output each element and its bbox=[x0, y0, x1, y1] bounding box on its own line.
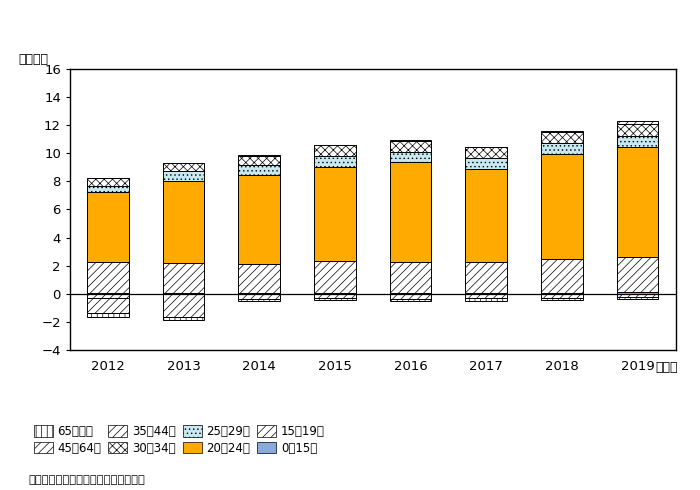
Bar bbox=[541, 260, 583, 293]
Bar bbox=[390, 152, 431, 162]
Bar bbox=[617, 257, 659, 292]
Bar bbox=[162, 181, 204, 263]
Bar bbox=[617, 123, 659, 136]
Bar bbox=[390, 293, 431, 294]
Bar bbox=[87, 314, 129, 318]
Bar bbox=[162, 317, 204, 320]
Bar bbox=[466, 147, 507, 158]
Bar bbox=[87, 294, 129, 298]
Bar bbox=[87, 178, 129, 186]
Bar bbox=[239, 155, 280, 156]
Bar bbox=[390, 162, 431, 262]
Bar bbox=[466, 158, 507, 169]
Text: （年）: （年） bbox=[655, 361, 678, 374]
Bar bbox=[87, 262, 129, 293]
Bar bbox=[162, 163, 204, 171]
Bar bbox=[617, 147, 659, 257]
Bar bbox=[466, 293, 507, 294]
Bar bbox=[239, 156, 280, 165]
Bar bbox=[466, 298, 507, 301]
Bar bbox=[87, 186, 129, 192]
Bar bbox=[314, 294, 356, 297]
Bar bbox=[541, 143, 583, 154]
Bar bbox=[617, 122, 659, 123]
Bar bbox=[466, 262, 507, 293]
Bar bbox=[314, 261, 356, 293]
Bar bbox=[162, 294, 204, 317]
Bar bbox=[390, 294, 431, 299]
Text: （万人）: （万人） bbox=[18, 53, 48, 66]
Bar bbox=[541, 294, 583, 297]
Bar bbox=[239, 294, 280, 299]
Bar bbox=[239, 165, 280, 175]
Bar bbox=[541, 154, 583, 260]
Bar bbox=[541, 293, 583, 294]
Bar bbox=[541, 131, 583, 132]
Bar bbox=[617, 294, 659, 297]
Bar bbox=[87, 298, 129, 314]
Bar bbox=[87, 192, 129, 262]
Text: 年齢階級別東京圏への転入超過数: 年齢階級別東京圏への転入超過数 bbox=[13, 24, 174, 42]
Bar bbox=[390, 141, 431, 152]
Bar bbox=[314, 145, 356, 146]
Bar bbox=[239, 175, 280, 265]
Bar bbox=[617, 136, 659, 147]
Bar bbox=[617, 297, 659, 298]
Text: （出所）総務省統計より大和総研作成: （出所）総務省統計より大和総研作成 bbox=[28, 475, 145, 485]
Bar bbox=[162, 263, 204, 294]
Bar bbox=[239, 265, 280, 294]
Bar bbox=[541, 297, 583, 300]
Bar bbox=[390, 262, 431, 293]
Bar bbox=[617, 292, 659, 294]
Bar bbox=[239, 299, 280, 301]
Bar bbox=[314, 297, 356, 300]
Bar bbox=[466, 294, 507, 298]
Bar bbox=[314, 293, 356, 294]
Legend: 65歳以上, 45〜64歳, 35〜44歳, 30〜34歳, 25〜29歳, 20〜24歳, 15〜19歳, 0〜15歳: 65歳以上, 45〜64歳, 35〜44歳, 30〜34歳, 25〜29歳, 2… bbox=[34, 425, 325, 455]
Bar bbox=[314, 156, 356, 167]
Bar bbox=[541, 132, 583, 143]
Bar bbox=[390, 299, 431, 301]
Bar bbox=[466, 169, 507, 262]
Bar bbox=[87, 293, 129, 294]
Bar bbox=[314, 146, 356, 156]
Bar bbox=[314, 167, 356, 261]
Bar bbox=[162, 171, 204, 181]
